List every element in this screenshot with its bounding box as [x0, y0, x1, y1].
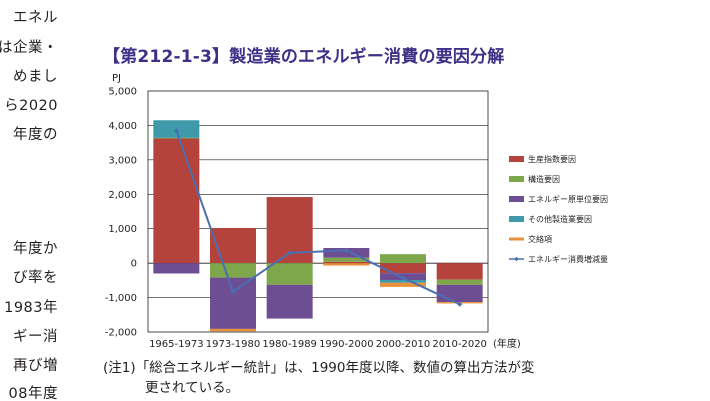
- total-line-point: [230, 289, 236, 295]
- bar-segment: [323, 261, 370, 264]
- y-tick-label: -2,000: [105, 328, 137, 339]
- bar-segment: [436, 284, 483, 303]
- side-text-line: ら2020: [4, 98, 58, 114]
- bar-segment: [380, 282, 426, 287]
- plot-frame: [147, 90, 489, 333]
- y-tick-label: 1,000: [108, 224, 137, 235]
- legend-swatch: [509, 156, 524, 162]
- legend-swatch: [509, 196, 524, 202]
- bar-segment: [153, 138, 200, 264]
- y-tick-label: 4,000: [108, 121, 137, 132]
- side-text-line: 1983年: [4, 300, 58, 316]
- total-line-point: [287, 250, 293, 256]
- side-text-line: 年度の: [13, 127, 58, 143]
- footnote: (注1)「総合エネルギー統計」は、1990年度以降、数値の算出方法が変 更されて…: [103, 358, 663, 398]
- total-line-point: [400, 275, 406, 281]
- y-tick-label: 3,000: [108, 155, 137, 166]
- total-line-point: [343, 247, 349, 254]
- legend-swatch: [509, 237, 524, 241]
- side-text-line: エネル: [13, 10, 58, 26]
- footnote-line-2: 更されている。: [145, 380, 240, 396]
- x-tick-label: 1965-1973: [149, 339, 204, 350]
- bar-segment: [153, 263, 200, 274]
- side-text-line: めまし: [13, 69, 58, 85]
- y-tick-label: -1,000: [105, 293, 137, 304]
- bar-segment: [436, 279, 483, 285]
- bar-segment: [436, 263, 483, 280]
- side-text-line: 08年度: [8, 386, 58, 401]
- chart-title: 【第212-1-3】製造業のエネルギー消費の要因分解: [103, 47, 505, 67]
- x-tick-label: 1980-1989: [262, 339, 317, 350]
- side-text-line: 年度か: [13, 241, 58, 257]
- legend-label: その他製造業要因: [528, 214, 592, 224]
- side-text-line: 再び増: [13, 358, 58, 374]
- legend-swatch: [509, 216, 524, 222]
- bar-segment: [380, 280, 426, 283]
- x-tick-label: 2010-2020: [432, 339, 487, 350]
- bar-segment: [153, 137, 200, 139]
- legend-swatch: [509, 176, 524, 182]
- x-axis-unit-label: (年度): [493, 337, 521, 350]
- bar-segment: [380, 263, 426, 274]
- y-tick-label: 2,000: [108, 190, 137, 201]
- side-text-line: び率を: [13, 270, 58, 286]
- y-tick-label: 0: [131, 259, 137, 270]
- x-tick-label: 1990-2000: [319, 339, 374, 350]
- x-tick-label: 1973-1980: [206, 339, 261, 350]
- legend-label: 構造要因: [528, 174, 560, 184]
- bar-segment: [266, 284, 313, 319]
- legend-label: エネルギー原単位要因: [528, 194, 608, 204]
- bar-segment: [380, 254, 426, 264]
- bar-segment: [323, 263, 370, 266]
- y-axis-unit-label: PJ: [112, 73, 121, 84]
- side-text-line: ギー消: [13, 329, 58, 345]
- bar-segment: [210, 277, 256, 329]
- legend-label: エネルギー消費増減量: [528, 254, 608, 264]
- y-tick-label: 5,000: [108, 87, 137, 98]
- bar-segment: [323, 257, 370, 262]
- legend-label: 交絡項: [528, 234, 552, 244]
- footnote-line-1: (注1)「総合エネルギー統計」は、1990年度以降、数値の算出方法が変: [103, 360, 535, 376]
- legend-line-marker: [514, 256, 519, 262]
- x-tick-label: 2000-2010: [376, 339, 431, 350]
- bar-segment: [266, 263, 313, 285]
- bar-segment: [210, 328, 256, 332]
- total-line-point: [173, 127, 179, 134]
- legend-label: 生産指数要因: [528, 154, 576, 164]
- total-line: [175, 130, 461, 306]
- bar-segment: [210, 263, 256, 278]
- total-line-point: [457, 301, 463, 307]
- side-text-line: は企業・: [0, 40, 58, 56]
- side-text-fragments: エネル は企業・ めまし ら2020 年度の 年度か び率を 1983年 ギー消…: [0, 0, 80, 401]
